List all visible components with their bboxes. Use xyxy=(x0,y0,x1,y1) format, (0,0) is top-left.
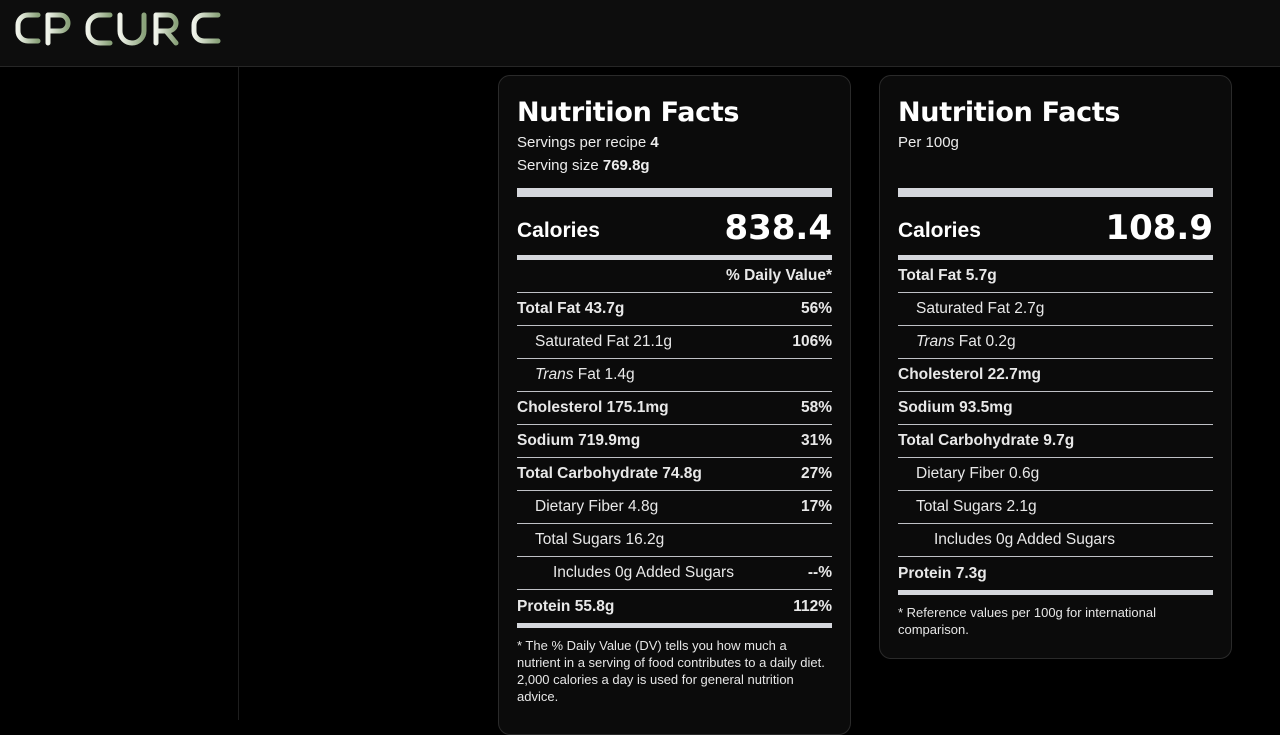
nutrient-row-saturated-fat: Saturated Fat 2.7g xyxy=(898,293,1213,326)
nutrient-row-trans-fat: Trans Fat 1.4g xyxy=(517,359,832,392)
thick-divider xyxy=(517,188,832,197)
nutrient-row-protein: Protein 7.3g xyxy=(898,564,987,582)
thick-divider xyxy=(898,188,1213,197)
top-bar xyxy=(0,0,1280,67)
calories-value: 838.4 xyxy=(724,208,832,248)
nutrient-row-saturated-fat: Saturated Fat 21.1g 106% xyxy=(517,326,832,359)
nutrient-row-dietary-fiber: Dietary Fiber 4.8g 17% xyxy=(517,491,832,524)
nutrient-row-added-sugars: Includes 0g Added Sugars xyxy=(898,524,1213,557)
nutrient-row-cholesterol: Cholesterol 22.7mg xyxy=(898,359,1213,392)
nutrition-panel-per-serving: Nutrition Facts Servings per recipe 4 Se… xyxy=(498,75,851,735)
nutrient-row-added-sugars: Includes 0g Added Sugars --% xyxy=(517,557,832,590)
nutrient-row-total-carbohydrate: Total Carbohydrate 74.8g 27% xyxy=(517,458,832,491)
footnote: * Reference values per 100g for internat… xyxy=(898,605,1156,637)
daily-value-header: % Daily Value* xyxy=(517,260,832,293)
nutrient-row-total-sugars: Total Sugars 2.1g xyxy=(898,491,1213,524)
nutrient-row-total-carbohydrate: Total Carbohydrate 9.7g xyxy=(898,425,1213,458)
panel-title: Nutrition Facts xyxy=(517,97,740,128)
nutrient-row-protein: Protein 55.8g 112% xyxy=(517,597,832,615)
nutrient-row-total-sugars: Total Sugars 16.2g xyxy=(517,524,832,557)
panel-title: Nutrition Facts xyxy=(898,97,1121,128)
nutrient-row-sodium: Sodium 719.9mg 31% xyxy=(517,425,832,458)
medium-divider xyxy=(517,255,832,260)
epicure-logo[interactable] xyxy=(14,9,226,54)
nutrition-panel-per-100g: Nutrition Facts Per 100g Calories 108.9 … xyxy=(879,75,1232,659)
footnote: * The % Daily Value (DV) tells you how m… xyxy=(517,638,825,704)
medium-divider xyxy=(898,255,1213,260)
nutrient-row-sodium: Sodium 93.5mg xyxy=(898,392,1213,425)
nutrient-row-total-fat: Total Fat 5.7g xyxy=(898,260,1213,293)
nutrient-row-dietary-fiber: Dietary Fiber 0.6g xyxy=(898,458,1213,491)
per-100g-subtitle: Per 100g xyxy=(898,134,959,151)
medium-divider xyxy=(898,590,1213,595)
servings-per-recipe: Servings per recipe 4 xyxy=(517,134,659,151)
medium-divider xyxy=(517,623,832,628)
sidebar-divider xyxy=(238,67,239,720)
nutrient-row-total-fat: Total Fat 43.7g 56% xyxy=(517,293,832,326)
calories-row: Calories 108.9 xyxy=(898,208,1213,248)
logo-wordmark xyxy=(15,12,221,46)
calories-row: Calories 838.4 xyxy=(517,208,832,248)
nutrient-row-trans-fat: Trans Fat 0.2g xyxy=(898,326,1213,359)
serving-size: Serving size 769.8g xyxy=(517,157,650,174)
calories-value: 108.9 xyxy=(1105,208,1213,248)
nutrient-row-cholesterol: Cholesterol 175.1mg 58% xyxy=(517,392,832,425)
